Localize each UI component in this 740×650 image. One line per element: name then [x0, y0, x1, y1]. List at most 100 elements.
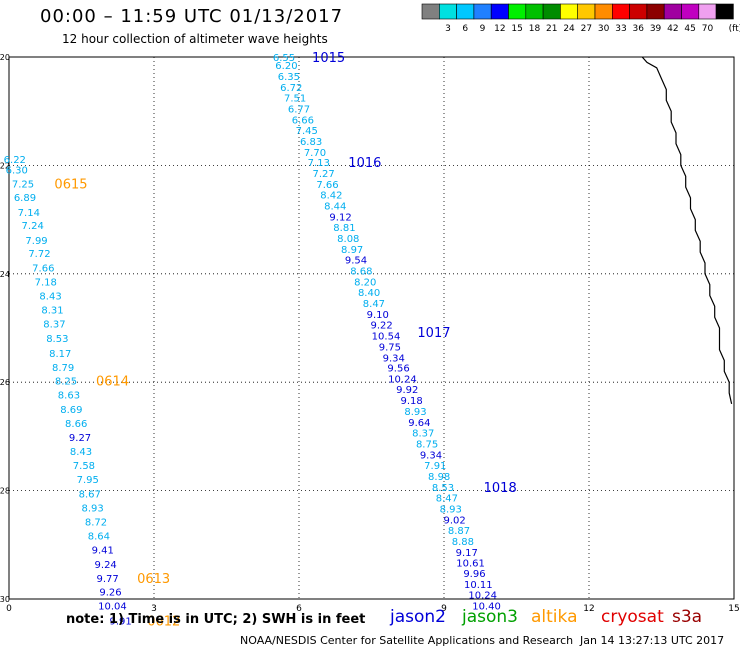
y-tick-label: -20	[0, 53, 10, 62]
scale-unit: (ft)	[729, 24, 740, 34]
legend-jason3: jason3	[462, 607, 518, 627]
scale-label: 3	[445, 24, 451, 34]
wave-height-label-jason2: 9.56	[387, 364, 409, 375]
wave-height-label-altika: 7.66	[32, 263, 54, 274]
wave-height-label-jason2: 8.87	[448, 526, 470, 537]
scale-swatch	[715, 3, 734, 20]
wave-height-label-jason2: 8.98	[428, 472, 450, 483]
wave-height-label-jason2: 8.08	[337, 234, 359, 245]
wave-height-label-altika: 8.43	[70, 447, 92, 458]
wave-height-label-altika: 8.66	[65, 419, 87, 430]
wave-height-label-jason2: 9.10	[367, 310, 389, 321]
wave-height-label-jason2: 7.27	[313, 169, 335, 180]
wave-height-label-jason2: 10.24	[388, 374, 417, 385]
x-tick-label: 0	[6, 604, 12, 614]
wave-height-label-altika: 7.24	[22, 221, 44, 232]
wave-height-label-jason2: 6.66	[292, 115, 314, 126]
wave-height-label-altika: 7.72	[28, 249, 50, 260]
scale-label: 12	[494, 24, 505, 34]
x-tick-label: 12	[583, 604, 594, 614]
y-tick-label: -30	[0, 595, 10, 604]
wave-height-label-jason2: 8.81	[333, 223, 355, 234]
wave-height-label-jason2: 8.75	[416, 439, 438, 450]
chart-title: 00:00 – 11:59 UTC 01/13/2017	[40, 6, 344, 27]
wave-height-label-altika: 7.95	[77, 475, 99, 486]
wave-height-label-jason2: 9.96	[463, 569, 485, 580]
generated-timestamp: Jan 14 13:27:13 UTC 2017	[580, 634, 725, 647]
scale-label: 15	[511, 24, 522, 34]
wave-height-label-altika: 8.63	[58, 391, 80, 402]
wave-height-label-jason2: 9.17	[456, 548, 478, 559]
legend-cryosat: cryosat	[601, 607, 664, 627]
wave-height-label-jason2: 7.13	[308, 158, 330, 169]
pass-time-label: 0615	[54, 177, 87, 192]
wave-height-label-altika: 10.04	[98, 602, 127, 613]
wave-height-label-altika: 8.67	[79, 489, 101, 500]
chart-subtitle: 12 hour collection of altimeter wave hei…	[62, 32, 328, 46]
x-tick-label: 15	[728, 604, 739, 614]
wave-height-label-jason2: 6.35	[278, 72, 300, 83]
wave-height-label-jason2: 8.97	[341, 245, 363, 256]
wave-height-label-jason2: 8.47	[436, 494, 458, 505]
wave-height-label-altika: 8.25	[55, 377, 77, 388]
wave-height-label-altika: 8.37	[43, 320, 65, 331]
wave-height-label-altika: 7.25	[12, 179, 34, 190]
scale-label: 39	[650, 24, 662, 34]
legend-altika: altika	[531, 607, 578, 627]
wave-height-label-jason2: 8.20	[354, 277, 376, 288]
wave-height-label-jason2: 7.70	[304, 148, 326, 159]
wave-height-label-altika: 8.69	[60, 405, 82, 416]
wave-height-label-jason2: 9.64	[408, 418, 430, 429]
legend-s3a: s3a	[672, 607, 703, 627]
pass-time-label: 1016	[348, 156, 381, 171]
wave-height-label-jason2: 8.47	[363, 299, 385, 310]
y-tick-label: -26	[0, 378, 10, 387]
wave-height-label-jason2: 9.18	[400, 396, 422, 407]
wave-height-label-jason2: 8.42	[320, 191, 342, 202]
wave-height-label-altika: 9.24	[95, 560, 117, 571]
wave-height-label-jason2: 8.93	[440, 504, 462, 515]
pass-time-label: 1018	[484, 481, 517, 496]
scale-label: 24	[563, 24, 575, 34]
pass-time-label: 0614	[96, 375, 129, 390]
scale-label: 36	[633, 24, 645, 34]
wave-height-label-jason2: 9.12	[329, 212, 351, 223]
wave-height-label-jason2: 6.72	[280, 83, 302, 94]
pass-time-label: 0613	[137, 572, 170, 587]
scale-label: 9	[480, 24, 486, 34]
wave-height-label-jason2: 9.34	[383, 353, 405, 364]
wave-height-label-altika: 8.17	[49, 349, 71, 360]
wave-height-label-jason2: 6.55	[273, 53, 295, 64]
wave-height-label-altika: 7.58	[73, 461, 95, 472]
wave-height-label-altika: 8.31	[41, 306, 63, 317]
scale-label: 6	[462, 24, 468, 34]
wave-height-label-jason2: 7.45	[296, 126, 318, 137]
y-tick-label: -28	[0, 487, 10, 496]
wave-height-label-jason2: 6.20	[275, 61, 297, 72]
wave-height-label-altika: 9.77	[96, 574, 118, 585]
wave-height-label-altika: 8.53	[46, 334, 68, 345]
wave-height-label-altika: 7.18	[35, 277, 57, 288]
pass-time-label: 1017	[417, 326, 450, 341]
wave-height-label-jason2: 9.34	[420, 450, 442, 461]
wave-height-label-jason2: 8.53	[432, 483, 454, 494]
wave-height-label-altika: 6.89	[14, 193, 36, 204]
x-tick-label: 6	[296, 604, 302, 614]
wave-height-label-altika: 9.26	[99, 587, 121, 598]
wave-height-label-altika: 6.30	[6, 166, 28, 177]
scale-label: 33	[615, 24, 626, 34]
wave-height-label-altika: 8.72	[85, 517, 107, 528]
wave-height-label-altika: 9.91	[110, 617, 132, 628]
wave-height-label-jason2: 7.66	[316, 180, 338, 191]
wave-height-label-jason2: 10.40	[472, 602, 501, 613]
wave-height-label-altika: 7.14	[18, 208, 40, 219]
footer-note: note: 1) Time is in UTC; 2) SWH is in fe…	[66, 612, 366, 627]
wave-height-label-jason2: 10.24	[468, 591, 497, 602]
pass-time-label: 0612	[147, 615, 180, 630]
wave-height-label-jason2: 9.22	[371, 321, 393, 332]
scale-label: 30	[598, 24, 610, 34]
wave-height-label-jason2: 9.92	[396, 385, 418, 396]
wave-height-label-altika: 8.79	[52, 363, 74, 374]
wave-height-label-altika: 8.43	[39, 291, 61, 302]
